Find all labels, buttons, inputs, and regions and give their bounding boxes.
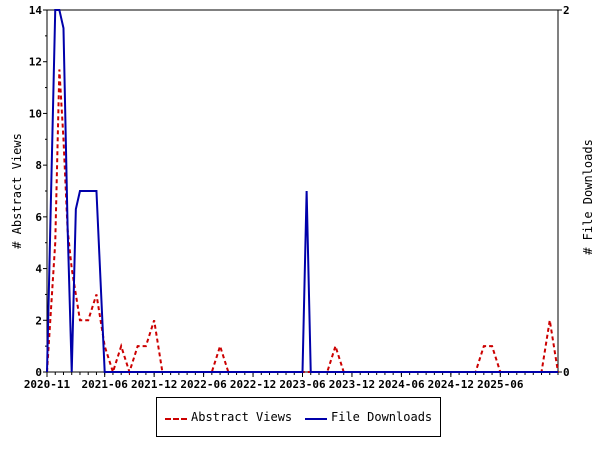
legend-label-abstract-views: Abstract Views: [191, 410, 293, 424]
left-tick-label: 6: [35, 211, 42, 224]
left-tick-label: 10: [29, 107, 42, 120]
right-axis-ticks: 02: [558, 4, 570, 379]
left-tick-label: 14: [29, 4, 43, 17]
x-tick-label: 2023-06: [279, 378, 326, 391]
plot-frame: [46, 9, 559, 373]
series-line-file-downloads: [46, 9, 558, 373]
x-tick-label: 2022-12: [230, 378, 276, 391]
left-axis-ticks: 0 2 4 6 8 10 12 14: [29, 4, 47, 379]
x-tick-label: 2020-11: [24, 378, 71, 391]
legend-swatch-file-downloads: [305, 418, 327, 420]
x-tick-label: 2023-12: [329, 378, 375, 391]
legend: Abstract Views File Downloads: [156, 397, 441, 437]
series-line-abstract-views: [46, 69, 559, 376]
x-tick-label: 2024-12: [428, 378, 474, 391]
left-axis-label: # Abstract Views: [10, 133, 24, 249]
left-tick-label: 0: [35, 366, 42, 379]
left-tick-label: 2: [35, 314, 42, 327]
right-tick-label: 2: [563, 4, 570, 17]
plot-border: [46, 9, 559, 373]
legend-swatch-abstract-views: [165, 418, 187, 420]
x-tick-label: 2024-06: [378, 378, 425, 391]
x-tick-label: 2021-06: [82, 378, 129, 391]
left-tick-label: 8: [35, 159, 42, 172]
legend-label-file-downloads: File Downloads: [331, 410, 433, 424]
right-axis-label: # File Downloads: [581, 139, 595, 255]
x-axis-ticks: 2020-11 2021-06 2021-12 2022-06 2022-12 2023-…: [24, 372, 559, 391]
x-tick-label: 2022-06: [180, 378, 227, 391]
series-layer: [46, 9, 559, 376]
left-tick-label: 12: [29, 56, 42, 69]
right-tick-label: 0: [563, 366, 570, 379]
x-tick-label: 2021-12: [131, 378, 177, 391]
x-tick-label: 2025-06: [477, 378, 524, 391]
left-tick-label: 4: [35, 263, 42, 276]
